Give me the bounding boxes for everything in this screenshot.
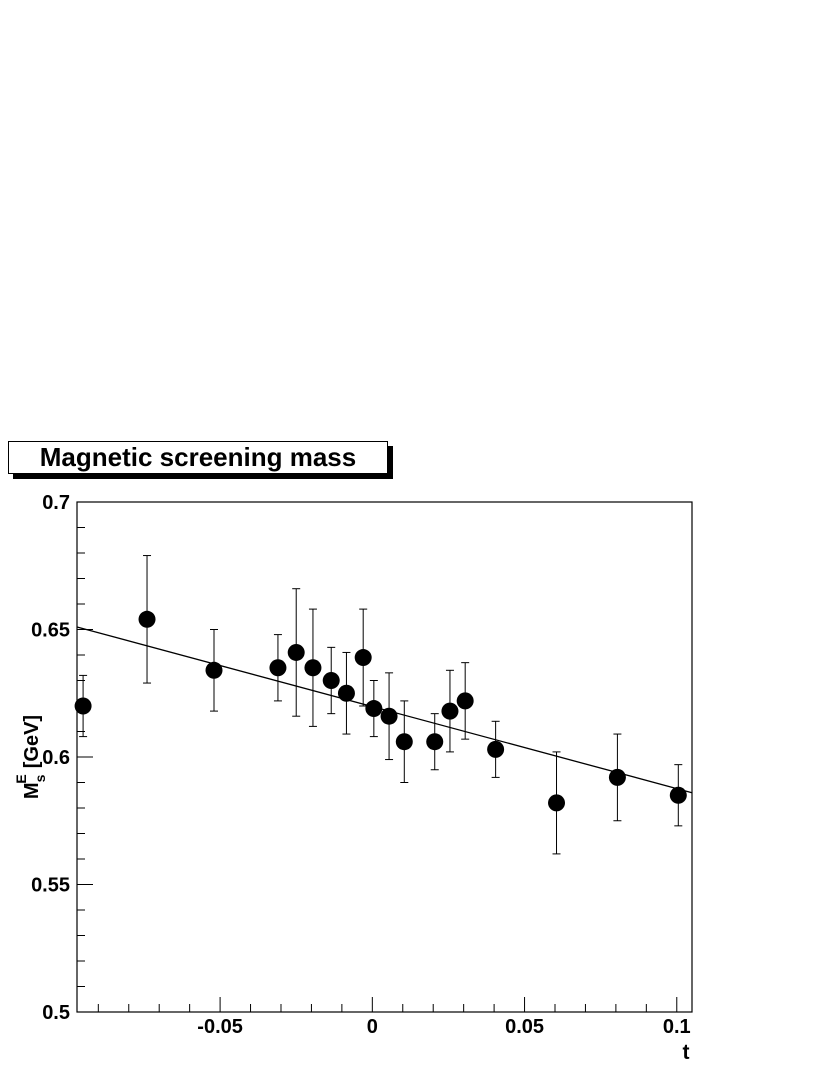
- axis-ticks-layer: [77, 501, 678, 1013]
- chart-title-box: Magnetic screening mass: [8, 441, 388, 474]
- y-tick-label: 0.55: [31, 875, 70, 897]
- y-tick-label: 0.6: [42, 747, 70, 769]
- y-axis-label-unit: [GeV]: [21, 715, 43, 768]
- data-point: [354, 649, 372, 667]
- y-axis-label-sub: s: [32, 774, 48, 782]
- x-tick-label: -0.05: [197, 1016, 243, 1038]
- x-tick-label: 0.1: [663, 1016, 691, 1038]
- data-point: [456, 692, 474, 710]
- data-point: [487, 740, 505, 758]
- y-tick-label: 0.7: [42, 492, 70, 514]
- y-tick-label: 0.65: [31, 620, 70, 642]
- data-point: [322, 672, 340, 689]
- y-axis-label: MsE [GeV]: [13, 715, 48, 799]
- data-points-layer: [74, 610, 687, 812]
- data-point: [395, 733, 413, 751]
- x-tick-label: 0.05: [505, 1016, 544, 1038]
- data-point: [205, 661, 223, 679]
- tick-labels-layer: -0.05 0 0.05 0.1 0.5 0.55 0.6 0.65 0.7: [31, 492, 691, 1038]
- data-point: [380, 707, 398, 725]
- x-tick-label: 0: [367, 1016, 378, 1038]
- data-point: [304, 659, 322, 677]
- data-point: [548, 794, 566, 812]
- data-point: [138, 610, 156, 628]
- data-point: [269, 659, 287, 677]
- chart-title: Magnetic screening mass: [39, 442, 357, 472]
- data-point: [669, 786, 687, 804]
- data-point: [441, 702, 459, 720]
- data-point: [287, 643, 305, 661]
- data-point: [608, 768, 626, 786]
- plot-frame: [76, 501, 693, 1013]
- y-tick-label: 0.5: [42, 1002, 70, 1024]
- data-point: [365, 700, 383, 718]
- y-axis-label-main: M: [21, 782, 43, 799]
- y-axis-label-sup: E: [13, 774, 29, 783]
- data-point: [426, 733, 444, 751]
- data-point: [337, 684, 355, 702]
- x-axis-label: t: [683, 1041, 690, 1064]
